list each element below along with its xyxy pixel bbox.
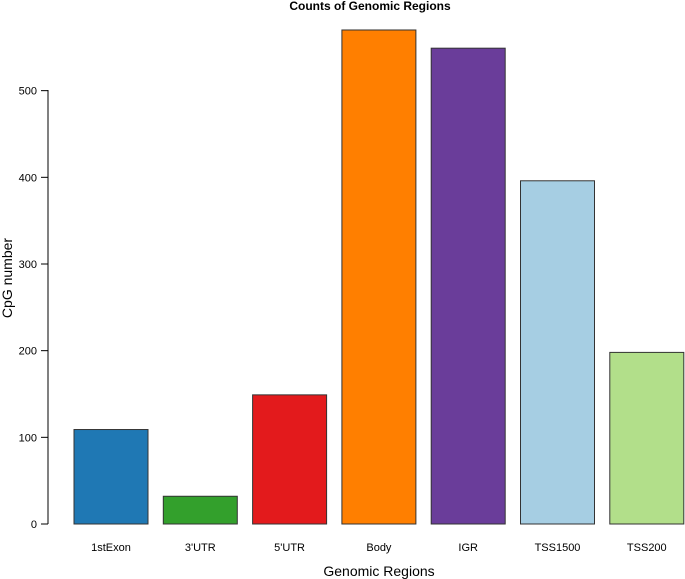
bar (252, 394, 328, 525)
y-tick-label: 0 (31, 519, 37, 531)
chart-title: Counts of Genomic Regions (289, 0, 451, 13)
bar (73, 429, 149, 525)
x-category-label: IGR (458, 542, 478, 554)
y-tick-label: 300 (19, 259, 37, 271)
y-tick-label: 400 (19, 172, 37, 184)
x-category-label: Body (366, 542, 392, 554)
x-category-label: TSS1500 (535, 542, 581, 554)
x-category-label: TSS200 (627, 542, 667, 554)
bars-group (73, 29, 685, 525)
bar (609, 351, 685, 525)
y-tick-label: 500 (19, 86, 37, 98)
x-category-label: 3'UTR (185, 542, 216, 554)
y-axis-ticks: 0 100 200 300 400 500 (19, 86, 48, 531)
y-tick-label: 200 (19, 346, 37, 358)
bar (430, 47, 506, 525)
bar (341, 29, 417, 525)
bar (520, 180, 595, 525)
x-category-label: 5'UTR (274, 542, 305, 554)
bar (162, 495, 238, 525)
x-axis-category-labels: 1stExon 3'UTR 5'UTR Body IGR TSS1500 TSS200 (91, 542, 667, 554)
x-category-label: 1stExon (91, 542, 131, 554)
y-axis-title: CpG number (0, 238, 15, 318)
y-tick-label: 100 (19, 432, 37, 444)
x-axis-title: Genomic Regions (323, 563, 434, 579)
